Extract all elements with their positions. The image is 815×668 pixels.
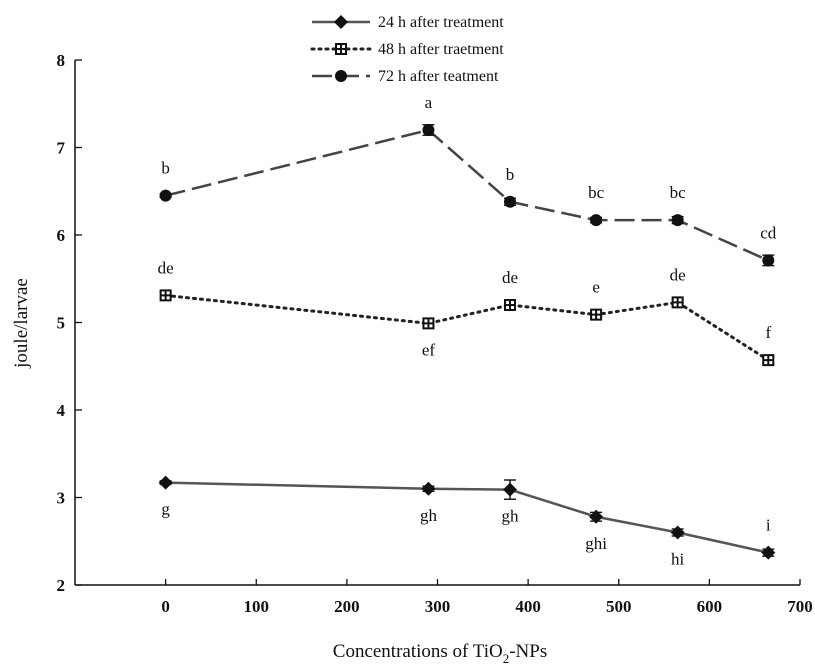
x-axis-label-subscript: 2 — [503, 651, 510, 666]
significance-label: cd — [760, 223, 777, 242]
significance-label: hi — [671, 550, 685, 569]
x-tick-label: 300 — [425, 597, 451, 616]
significance-label: b — [506, 165, 515, 184]
significance-label: a — [425, 93, 433, 112]
circle-marker — [422, 124, 435, 136]
diamond-marker — [761, 545, 776, 560]
significance-label: de — [502, 268, 518, 287]
x-tick-label: 500 — [606, 597, 632, 616]
cross-marker — [505, 300, 515, 310]
significance-label: de — [158, 258, 174, 277]
diamond-marker — [589, 509, 604, 524]
diamond-marker — [421, 481, 436, 496]
diamond-marker — [158, 475, 173, 490]
y-tick-label: 3 — [57, 489, 66, 508]
diamond-marker — [503, 482, 517, 497]
cross-marker — [423, 318, 434, 329]
circle-marker — [590, 214, 603, 227]
cross-marker — [336, 44, 346, 54]
x-tick-label: 100 — [244, 597, 270, 616]
cross-marker — [672, 297, 683, 308]
significance-label: gh — [502, 507, 520, 526]
x-axis-label: Concentrations of TiO2-NPs — [333, 641, 547, 666]
y-tick-label: 6 — [57, 226, 66, 245]
significance-label: bc — [670, 183, 687, 202]
significance-label: ghi — [585, 534, 607, 553]
series-3: b a b bc bc cd — [159, 93, 777, 267]
series-1: g gh gh ghi hi i — [158, 475, 776, 569]
series-line — [165, 481, 769, 554]
significance-label: de — [670, 265, 686, 284]
significance-label: gh — [420, 506, 438, 525]
legend: 24 h after treatment 48 h after traetment… — [310, 14, 504, 85]
circle-marker — [504, 195, 516, 208]
y-tick-label: 7 — [57, 139, 66, 158]
y-tick-label: 4 — [57, 401, 66, 420]
y-tick-label: 8 — [57, 51, 66, 70]
series-line — [165, 128, 769, 262]
x-tick-label: 0 — [161, 597, 170, 616]
significance-label: bc — [588, 183, 605, 202]
legend-label: 72 h after teatment — [378, 68, 499, 85]
cross-marker — [763, 355, 774, 366]
x-tick-label: 600 — [697, 597, 723, 616]
y-tick-label: 5 — [57, 314, 66, 333]
circle-marker — [335, 70, 347, 82]
legend-item: 72 h after teatment — [312, 68, 499, 85]
diamond-marker — [670, 525, 685, 540]
diamond-marker — [334, 15, 348, 29]
circle-marker — [762, 254, 775, 267]
significance-label: i — [766, 516, 771, 535]
circle-marker — [159, 189, 172, 202]
cross-marker — [160, 290, 171, 301]
significance-label: f — [765, 323, 771, 342]
legend-label: 24 h after treatment — [378, 14, 504, 31]
x-tick-label: 200 — [334, 597, 360, 616]
significance-label: g — [161, 500, 170, 519]
cross-marker — [591, 309, 602, 320]
series-layer: g gh gh ghi hi i de ef de e de f b a b bc bc cd — [158, 93, 777, 569]
x-tick-label: 400 — [515, 597, 541, 616]
legend-item: 24 h after treatment — [312, 14, 504, 31]
y-tick-label: 2 — [57, 576, 66, 595]
axes: 0 100 200 300 400 500 600 700 2 3 4 5 6 7 8 — [57, 51, 813, 616]
significance-label: ef — [422, 340, 436, 359]
x-axis-label-tail: -NPs — [509, 641, 547, 662]
legend-item: 48 h after traetment — [310, 41, 504, 58]
x-axis-label-main: Concentrations of TiO — [333, 641, 503, 662]
series-2: de ef de e de f — [158, 258, 775, 367]
y-axis-label: joule/larvae — [11, 278, 32, 369]
significance-label: b — [161, 159, 170, 178]
series-line — [164, 293, 770, 362]
legend-label: 48 h after traetment — [378, 41, 504, 58]
x-tick-label: 700 — [787, 597, 813, 616]
significance-label: e — [592, 278, 600, 297]
circle-marker — [671, 214, 684, 227]
